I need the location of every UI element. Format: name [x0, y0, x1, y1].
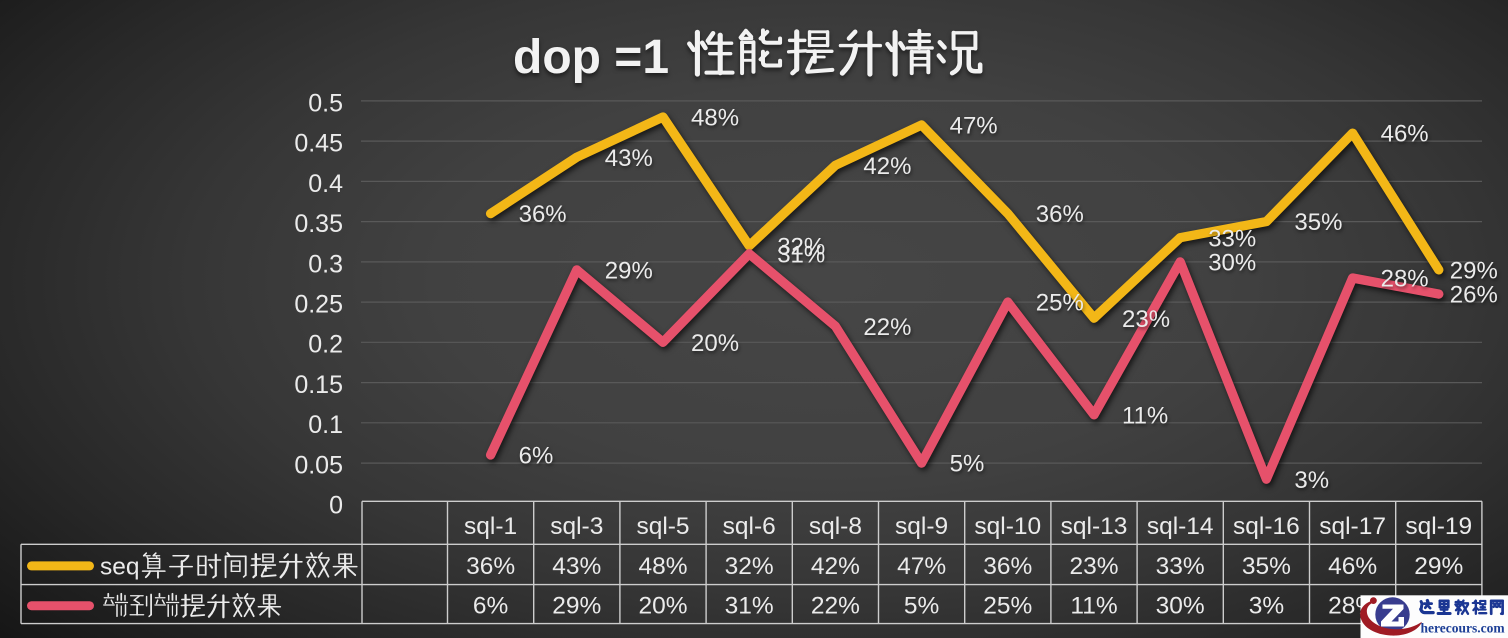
svg-text:6%: 6%: [473, 593, 508, 620]
svg-text:6%: 6%: [519, 443, 554, 470]
svg-text:sql-13: sql-13: [1061, 513, 1128, 540]
svg-text:31%: 31%: [777, 241, 825, 268]
svg-text:22%: 22%: [811, 593, 860, 620]
svg-text:46%: 46%: [1381, 121, 1429, 148]
svg-text:0.1: 0.1: [308, 411, 343, 439]
svg-text:33%: 33%: [1156, 553, 1205, 580]
svg-text:0.35: 0.35: [294, 210, 343, 238]
svg-text:sql-14: sql-14: [1147, 513, 1214, 540]
svg-text:0.5: 0.5: [308, 89, 343, 117]
svg-text:46%: 46%: [1328, 553, 1377, 580]
svg-text:0.2: 0.2: [308, 331, 343, 359]
svg-text:29%: 29%: [1450, 258, 1498, 285]
svg-text:0.4: 0.4: [308, 170, 343, 198]
svg-text:sql-8: sql-8: [809, 513, 862, 540]
svg-text:35%: 35%: [1242, 553, 1291, 580]
svg-text:47%: 47%: [950, 113, 998, 140]
svg-text:42%: 42%: [863, 153, 911, 180]
svg-text:0: 0: [329, 492, 343, 520]
svg-text:sql-16: sql-16: [1233, 513, 1300, 540]
svg-text:sql-1: sql-1: [464, 513, 517, 540]
svg-text:sql-17: sql-17: [1319, 513, 1386, 540]
svg-text:43%: 43%: [605, 145, 653, 172]
svg-text:22%: 22%: [863, 314, 911, 341]
svg-text:20%: 20%: [691, 330, 739, 357]
svg-text:3%: 3%: [1249, 593, 1284, 620]
svg-text:26%: 26%: [1450, 282, 1498, 309]
svg-text:31%: 31%: [725, 593, 774, 620]
svg-text:sql-19: sql-19: [1405, 513, 1472, 540]
svg-text:0.45: 0.45: [294, 130, 343, 158]
svg-text:30%: 30%: [1156, 593, 1205, 620]
svg-text:32%: 32%: [725, 553, 774, 580]
svg-text:5%: 5%: [950, 451, 985, 478]
svg-text:36%: 36%: [466, 553, 515, 580]
svg-text:11%: 11%: [1070, 593, 1117, 620]
svg-text:5%: 5%: [904, 593, 939, 620]
svg-text:42%: 42%: [811, 553, 860, 580]
svg-text:47%: 47%: [897, 553, 946, 580]
svg-text:0.3: 0.3: [308, 250, 343, 278]
svg-text:25%: 25%: [983, 593, 1032, 620]
svg-text:43%: 43%: [552, 553, 601, 580]
svg-text:33%: 33%: [1208, 225, 1256, 252]
svg-text:11%: 11%: [1122, 402, 1168, 429]
svg-text:sql-6: sql-6: [723, 513, 776, 540]
svg-text:35%: 35%: [1294, 209, 1342, 236]
svg-text:48%: 48%: [691, 105, 739, 132]
svg-text:sql-9: sql-9: [895, 513, 948, 540]
svg-text:29%: 29%: [1414, 553, 1463, 580]
svg-text:3%: 3%: [1294, 467, 1329, 494]
svg-text:30%: 30%: [1208, 250, 1256, 277]
svg-text:29%: 29%: [605, 258, 653, 285]
svg-text:48%: 48%: [638, 553, 687, 580]
svg-text:25%: 25%: [1036, 290, 1084, 317]
svg-text:seq: seq: [100, 554, 140, 581]
svg-text:28%: 28%: [1381, 266, 1429, 293]
svg-text:36%: 36%: [519, 201, 567, 228]
svg-text:0.15: 0.15: [294, 371, 343, 399]
svg-text:23%: 23%: [1069, 553, 1118, 580]
svg-text:sql-5: sql-5: [636, 513, 689, 540]
svg-text:sql-3: sql-3: [550, 513, 603, 540]
svg-text:23%: 23%: [1122, 306, 1170, 333]
svg-text:20%: 20%: [638, 593, 687, 620]
svg-text:0.25: 0.25: [294, 291, 343, 319]
svg-text:32%: 32%: [777, 233, 825, 260]
svg-text:dop =1: dop =1: [513, 31, 669, 84]
svg-text:0.05: 0.05: [294, 452, 343, 480]
svg-text:herecours.com: herecours.com: [1421, 621, 1506, 636]
svg-text:sql-10: sql-10: [974, 513, 1041, 540]
svg-text:36%: 36%: [983, 553, 1032, 580]
svg-text:29%: 29%: [552, 593, 601, 620]
svg-text:36%: 36%: [1036, 201, 1084, 228]
